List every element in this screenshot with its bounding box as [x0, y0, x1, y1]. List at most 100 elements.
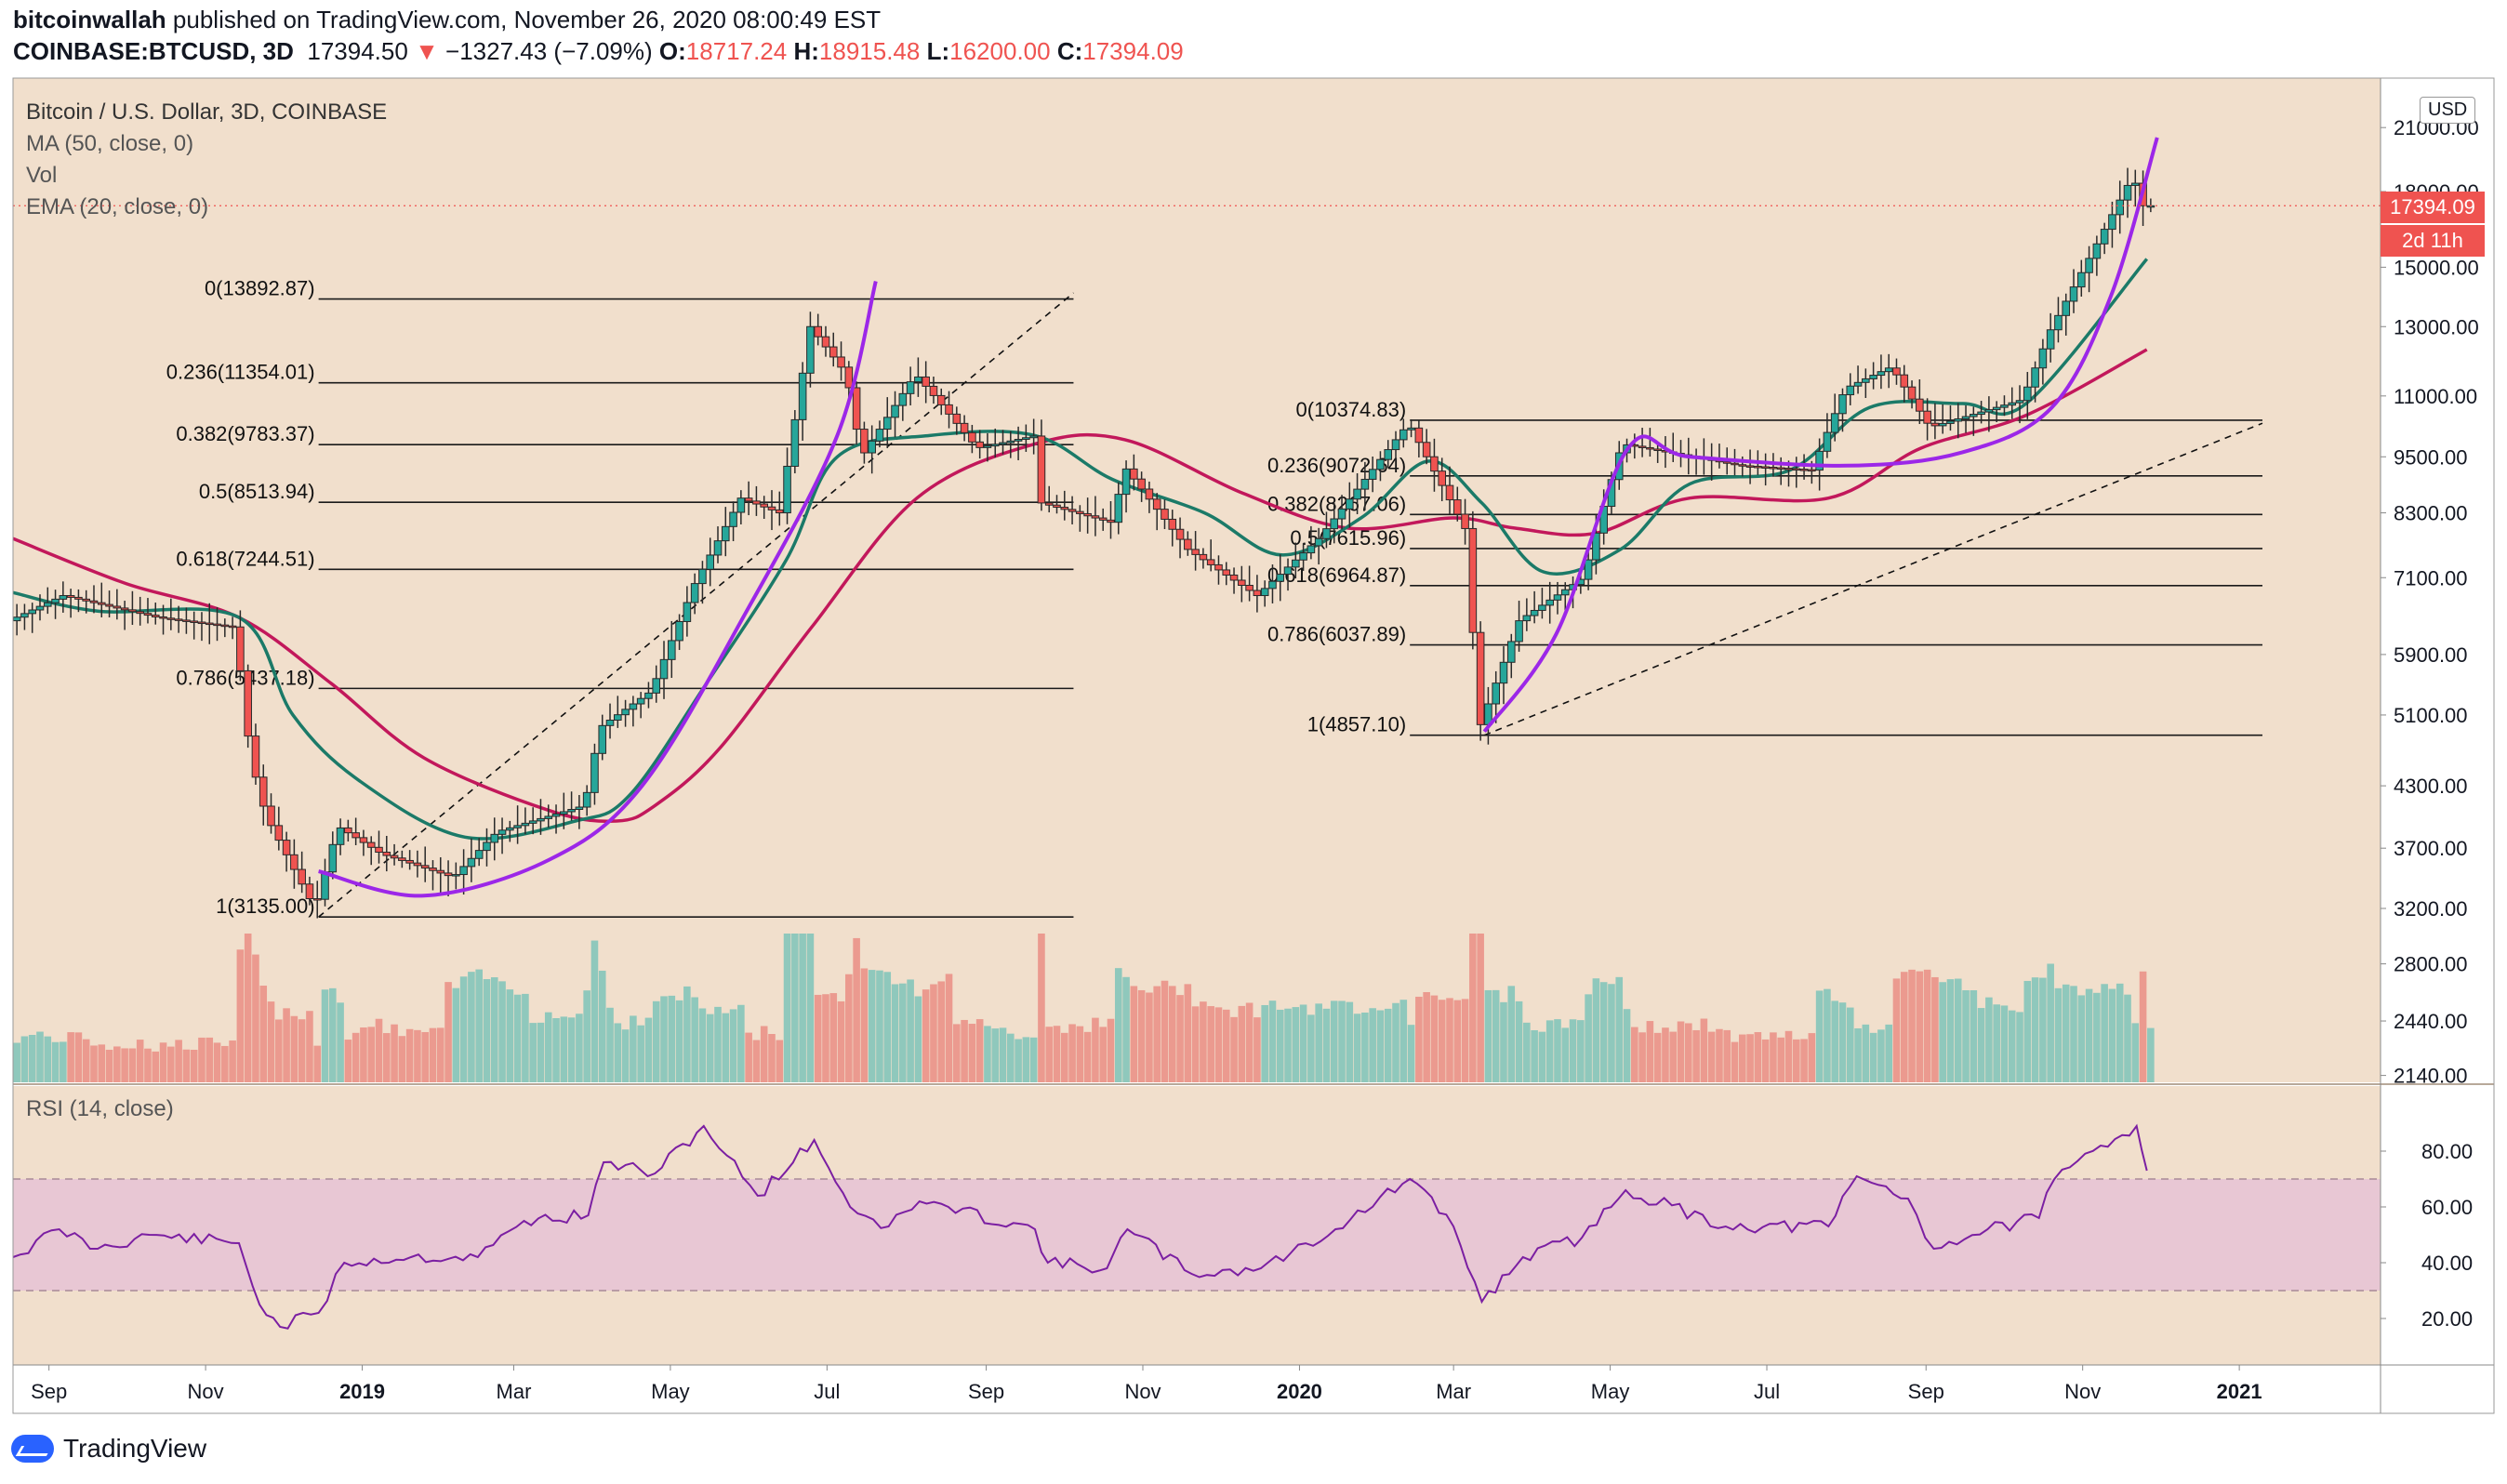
volume-bar: [1923, 969, 1931, 1082]
candle-body: [120, 607, 129, 611]
candle-body: [405, 859, 414, 864]
candle-body: [1515, 620, 1523, 643]
volume-bar: [1245, 1002, 1254, 1082]
candle-body: [1892, 367, 1901, 376]
candle-body: [336, 827, 345, 845]
candle-body: [1037, 435, 1046, 504]
candle-body: [1538, 604, 1546, 611]
volume-bar: [991, 1028, 1000, 1082]
volume-bar: [13, 1042, 20, 1082]
candle-body: [906, 381, 915, 394]
candle-body: [1006, 440, 1015, 444]
candle-body: [1722, 461, 1731, 464]
candle-body: [452, 874, 460, 877]
volume-bar: [1453, 1000, 1462, 1082]
volume-bar: [1053, 1026, 1061, 1082]
volume-bar: [1916, 971, 1924, 1082]
candle-body: [420, 865, 430, 869]
main-pane-bg: [13, 78, 2381, 1082]
candle-body: [1299, 552, 1307, 561]
volume-bar: [968, 1024, 976, 1082]
volume-bar: [1384, 1008, 1392, 1082]
candle-body: [544, 815, 553, 819]
candle-body: [1553, 594, 1562, 601]
volume-bar: [20, 1036, 29, 1082]
open-label: O:: [658, 37, 686, 65]
price-tick-label: 4300.00: [2394, 775, 2468, 798]
high-label: H:: [793, 37, 819, 65]
volume-bar: [637, 1025, 644, 1082]
candle-body: [1098, 517, 1108, 521]
volume-bar: [2124, 994, 2131, 1082]
candle-body: [1206, 559, 1215, 565]
candle-body: [244, 669, 252, 737]
rsi-band: [13, 1179, 2381, 1291]
volume-bar: [1692, 1029, 1700, 1082]
volume-bar: [660, 996, 668, 1082]
volume-bar: [1407, 1025, 1415, 1082]
candle-body: [359, 837, 368, 843]
footer-brand[interactable]: TradingView: [11, 1434, 206, 1464]
volume-bar: [1677, 1021, 1685, 1082]
volume-bar: [275, 1019, 283, 1082]
price-tick-label: 13000.00: [2394, 315, 2479, 338]
volume-bar: [167, 1046, 175, 1082]
candle-body: [290, 854, 298, 870]
candle-body: [59, 595, 68, 600]
volume-bar: [1230, 1016, 1238, 1082]
volume-bar: [1723, 1029, 1731, 1082]
candle-body: [82, 598, 90, 602]
volume-bar: [1338, 1000, 1346, 1082]
candle-body: [1738, 464, 1747, 467]
candle-body: [1229, 574, 1239, 581]
publish-info: published on TradingView.com, November 2…: [172, 6, 882, 33]
volume-bar: [468, 972, 475, 1082]
volume-bar: [1900, 972, 1908, 1082]
volume-bar: [290, 1015, 298, 1082]
volume-bar: [860, 968, 869, 1082]
legend-ma[interactable]: MA (50, close, 0): [26, 131, 194, 156]
volume-bar: [984, 1026, 991, 1082]
volume-bar: [1545, 1020, 1554, 1082]
legend-vol[interactable]: Vol: [26, 163, 58, 188]
author-name[interactable]: bitcoinwallah: [13, 6, 166, 33]
candle-body: [1830, 413, 1839, 433]
volume-bar: [806, 934, 815, 1082]
volume-bar: [1176, 995, 1184, 1082]
volume-bar: [1770, 1032, 1777, 1082]
candle-body: [806, 325, 815, 374]
candle-body: [236, 626, 245, 671]
volume-bar: [1653, 1032, 1662, 1082]
candle-body: [20, 613, 29, 618]
candle-body: [436, 869, 445, 874]
candle-body: [513, 825, 522, 828]
volume-bar: [198, 1037, 206, 1082]
candle-body: [844, 366, 854, 389]
fib-level-label: 0.618(7244.51): [176, 547, 314, 570]
currency-button[interactable]: USD: [2420, 97, 2476, 124]
candle-body: [128, 609, 137, 613]
volume-bar: [1993, 1004, 2000, 1082]
volume-bar: [1877, 1029, 1885, 1082]
volume-bar: [1792, 1039, 1800, 1082]
candle-body: [2116, 199, 2125, 216]
candle-body: [675, 620, 683, 642]
price-tick-label: 7100.00: [2394, 566, 2468, 590]
volume-bar: [1261, 1004, 1268, 1082]
time-tick-label: Sep: [1908, 1380, 1944, 1403]
volume-bar: [683, 986, 691, 1082]
candle-body: [1823, 431, 1832, 452]
candle-body: [1761, 466, 1770, 469]
volume-bar: [583, 990, 590, 1082]
volume-bar: [483, 979, 491, 1082]
candle-body: [251, 735, 260, 778]
candle-body: [1044, 502, 1054, 506]
volume-bar: [1707, 1031, 1716, 1082]
volume-bar: [729, 1009, 737, 1082]
volume-bar: [752, 1040, 761, 1082]
candle-body: [1353, 488, 1361, 500]
legend-ema[interactable]: EMA (20, close, 0): [26, 194, 209, 219]
price-tick-label: 3700.00: [2394, 837, 2468, 860]
candle-body: [629, 703, 638, 710]
